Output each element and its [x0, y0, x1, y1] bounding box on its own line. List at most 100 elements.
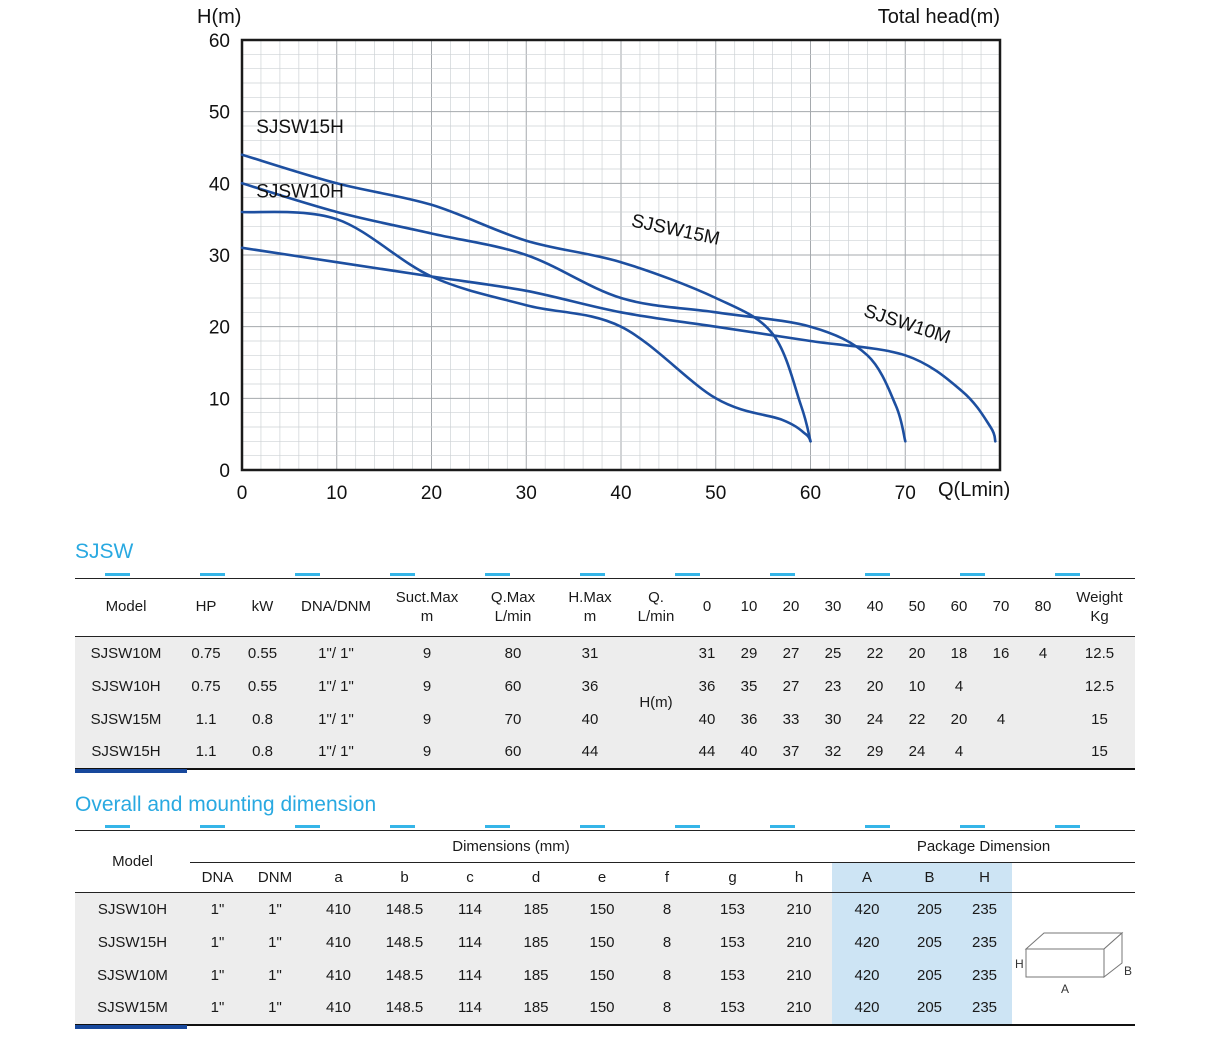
column-header: 30 [812, 578, 854, 637]
table-row: SJSW10M 0.75 0.55 1"/ 1" 9 80 31 H(m) 31 29 27 25 22… [75, 636, 1135, 769]
model-column-header: Model [75, 830, 190, 893]
value-cell: 210 [766, 991, 833, 1025]
value-cell: 1" [190, 991, 245, 1025]
dimensions-group-header: Dimensions (mm) [190, 830, 833, 863]
value-cell: 210 [766, 892, 833, 926]
value-cell: 23 [812, 669, 854, 703]
x-tick-label: 50 [705, 483, 726, 504]
value-cell: 410 [305, 958, 372, 992]
value-cell: 420 [832, 991, 903, 1025]
value-cell: 153 [699, 925, 766, 959]
value-cell: 16 [980, 636, 1022, 670]
y-tick-label: 0 [219, 461, 230, 482]
value-cell: 153 [699, 892, 766, 926]
h-m-row-label: H(m) [626, 636, 686, 769]
column-header: 10 [728, 578, 770, 637]
table-row: SJSW15H 1.1 0.8 1"/ 1" 9 60 44 44 40 37 32 29 24 4 15 [75, 735, 1135, 769]
diagram-spacer [1012, 862, 1136, 893]
value-cell: 9 [382, 669, 472, 703]
column-header: 50 [896, 578, 938, 637]
column-header: A [832, 862, 903, 893]
value-cell: 148.5 [372, 892, 437, 926]
value-cell: 9 [382, 636, 472, 670]
value-cell: 150 [569, 892, 635, 926]
column-header: e [569, 862, 635, 893]
value-cell: 40 [554, 702, 626, 736]
x-tick-label: 0 [237, 483, 248, 504]
box-label-h: H [1015, 957, 1024, 971]
value-cell: 24 [854, 702, 896, 736]
curve-sjsw15m [240, 182, 907, 443]
value-cell: 8 [635, 925, 699, 959]
value-cell: 185 [503, 958, 569, 992]
value-cell: 4 [938, 735, 980, 769]
value-cell: 8 [635, 958, 699, 992]
dimension-table-wrap: Model Dimensions (mm) Package Dimension DNA… [75, 825, 1136, 1028]
table-row: SJSW15M 1.1 0.8 1"/ 1" 9 70 40 40 36 33 30 24 22 20 4 1… [75, 702, 1135, 736]
value-cell: 1" [245, 892, 305, 926]
column-header: kW [235, 578, 290, 637]
column-header: d [503, 862, 569, 893]
x-tick-label: 30 [516, 483, 537, 504]
value-cell: 1.1 [177, 735, 235, 769]
section-title-dimensions: Overall and mounting dimension [75, 793, 377, 816]
value-cell: 20 [938, 702, 980, 736]
x-tick-label: 10 [326, 483, 347, 504]
value-cell: 40 [728, 735, 770, 769]
value-cell: 0.75 [177, 669, 235, 703]
table-row: SJSW10H 1" 1" 410 148.5 114 185 150 8 153 210 420 20… [75, 892, 1136, 1025]
value-cell: 27 [770, 636, 812, 670]
value-cell: 9 [382, 735, 472, 769]
value-cell: 235 [957, 892, 1013, 926]
value-cell: 235 [957, 958, 1013, 992]
curve-label-sjsw15h: SJSW15H [256, 117, 344, 138]
value-cell: 150 [569, 991, 635, 1025]
value-cell: 36 [686, 669, 728, 703]
value-cell: 0.55 [235, 669, 290, 703]
y-tick-label: 60 [209, 31, 230, 52]
value-cell: 36 [554, 669, 626, 703]
y-axis-label: H(m) [197, 6, 242, 28]
value-cell [980, 669, 1022, 703]
y-tick-label: 10 [209, 389, 230, 410]
column-header: DNA [190, 862, 245, 893]
value-cell: 420 [832, 958, 903, 992]
value-cell: 12.5 [1064, 669, 1135, 703]
value-cell: 40 [686, 702, 728, 736]
value-cell: 410 [305, 925, 372, 959]
value-cell: 114 [437, 958, 503, 992]
value-cell: 60 [472, 669, 554, 703]
value-cell: 27 [770, 669, 812, 703]
value-cell: 420 [832, 925, 903, 959]
column-header: Q.Max L/min [472, 578, 554, 637]
package-box-cell: H A B [1012, 892, 1136, 1025]
value-cell: 1" [190, 892, 245, 926]
value-cell: 33 [770, 702, 812, 736]
value-cell: 235 [957, 991, 1013, 1025]
value-cell: 0.8 [235, 702, 290, 736]
value-cell [1022, 702, 1064, 736]
value-cell: 150 [569, 958, 635, 992]
chart-title-total-head: Total head(m) [877, 6, 1000, 28]
value-cell: 205 [902, 958, 958, 992]
value-cell: 1.1 [177, 702, 235, 736]
value-cell: 25 [812, 636, 854, 670]
value-cell: 20 [854, 669, 896, 703]
box-label-b: B [1124, 964, 1132, 978]
value-cell: 1"/ 1" [290, 702, 382, 736]
value-cell: 29 [854, 735, 896, 769]
curve-label-sjsw10h: SJSW10H [256, 182, 344, 203]
value-cell: 114 [437, 892, 503, 926]
value-cell: 4 [938, 669, 980, 703]
value-cell: 1" [245, 925, 305, 959]
value-cell: 31 [686, 636, 728, 670]
value-cell: 185 [503, 925, 569, 959]
column-header: 70 [980, 578, 1022, 637]
y-tick-label: 20 [209, 318, 230, 339]
model-cell: SJSW15M [75, 991, 190, 1025]
column-header: B [902, 862, 958, 893]
x-tick-label: 60 [800, 483, 821, 504]
dimension-sub-header-row: DNA DNM a b c d e f g h A B H [75, 862, 1136, 893]
y-tick-label: 30 [209, 246, 230, 267]
